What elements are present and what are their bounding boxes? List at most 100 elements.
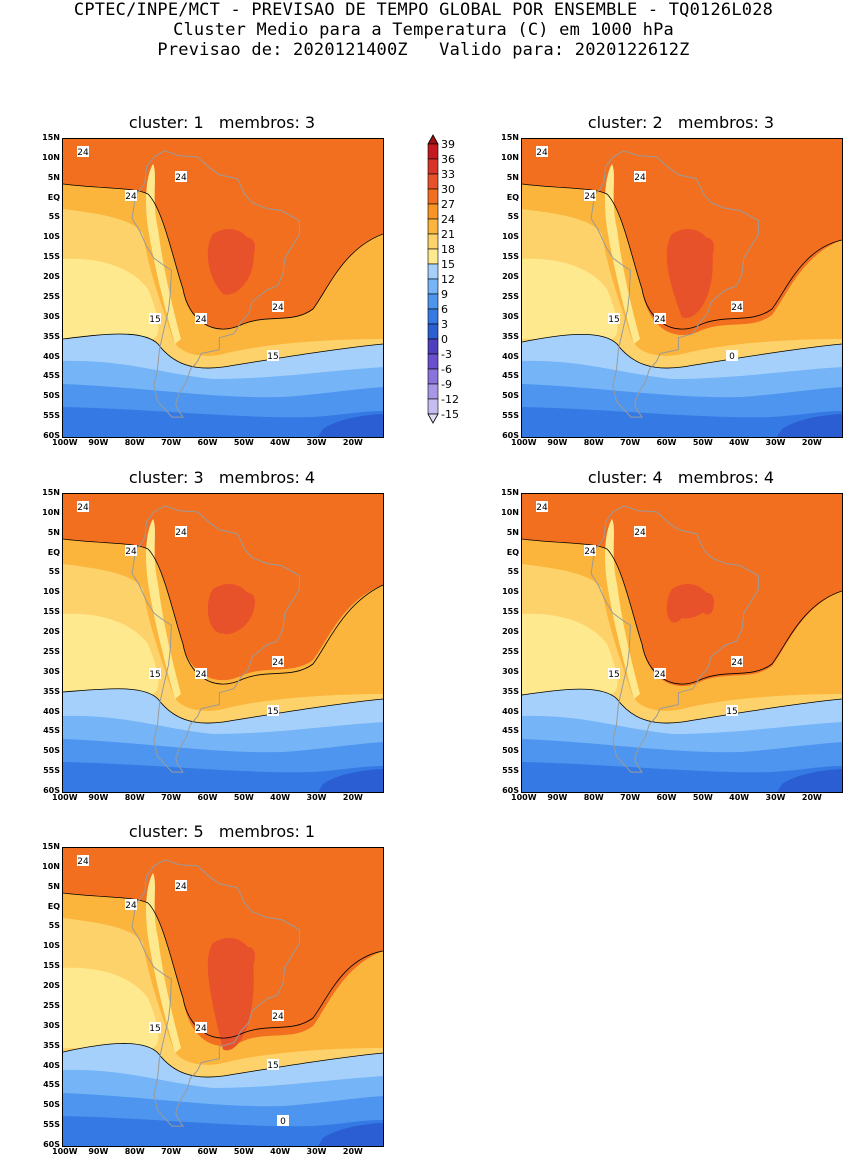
- contour-label: 24: [195, 315, 207, 325]
- contour-label-bg: [175, 171, 187, 182]
- lon-tick-label: 70W: [161, 1147, 182, 1156]
- lon-tick-label: 60W: [197, 1147, 218, 1156]
- contour-label: 24: [195, 670, 207, 680]
- lon-tick-label: 40W: [270, 1147, 291, 1156]
- colorbar-swatch: [427, 188, 439, 205]
- contour-label-bg: [634, 526, 646, 537]
- colorbar-swatch: [427, 353, 439, 370]
- colorbar-swatch: [427, 143, 439, 160]
- lon-tick-label: 50W: [692, 793, 713, 802]
- lat-tick-label: 50S: [502, 746, 519, 756]
- lon-tick-label: 100W: [511, 793, 537, 802]
- contour-label-bg: [584, 545, 596, 556]
- contour-label: 15: [267, 1061, 278, 1071]
- band-0-3: [777, 414, 842, 437]
- lat-tick-label: 15S: [43, 252, 60, 262]
- lat-tick-label: 10N: [501, 152, 519, 162]
- contour-label-bg: [272, 301, 284, 312]
- lat-tick-label: 20S: [43, 627, 60, 637]
- lat-tick-label: 40S: [502, 351, 519, 361]
- lat-tick-label: 15N: [42, 488, 60, 497]
- andes-strip: [605, 164, 640, 344]
- lon-tick-label: 20W: [801, 438, 822, 447]
- lat-tick-label: 40S: [43, 351, 60, 361]
- contour-label-bg: [654, 313, 666, 324]
- lon-tick-label: 80W: [124, 1147, 145, 1156]
- contour-label: 24: [175, 173, 187, 183]
- lat-tick-label: 55S: [43, 766, 60, 776]
- lat-tick-label: 30S: [502, 666, 519, 676]
- contour-label: 24: [536, 503, 548, 513]
- contour-label-bg: [195, 1022, 207, 1033]
- colorbar-arrow-top: [427, 134, 439, 145]
- band-27-30: [207, 938, 254, 1051]
- lat-tick-label: 60S: [502, 431, 519, 440]
- coastline: [131, 505, 300, 773]
- lat-tick-label: 45S: [43, 371, 60, 381]
- lon-tick-label: 100W: [52, 438, 78, 447]
- lon-tick-label: 100W: [52, 1147, 78, 1156]
- contour-label-bg: [77, 146, 89, 157]
- lat-tick-label: 50S: [43, 391, 60, 401]
- lon-tick-label: 60W: [656, 793, 677, 802]
- lon-tick-label: 100W: [511, 438, 537, 447]
- lat-tick-label: 40S: [502, 706, 519, 716]
- lat-tick-label: 5S: [48, 567, 60, 577]
- lat-tick-label: 15N: [501, 488, 519, 497]
- band-0-3: [318, 769, 383, 792]
- contour-label: 24: [175, 882, 187, 892]
- lat-tick-label: 35S: [43, 1040, 60, 1050]
- colorbar-arrow-bottom: [427, 413, 439, 424]
- lon-tick-label: 50W: [233, 1147, 254, 1156]
- colorbar-label: 18: [441, 243, 455, 256]
- contour-label: 24: [272, 303, 284, 313]
- lat-tick-label: 10S: [43, 941, 60, 951]
- band-0-3: [318, 1123, 383, 1146]
- colorbar-swatch: [427, 338, 439, 355]
- lat-tick-label: 55S: [502, 411, 519, 421]
- contour-label-bg: [195, 313, 207, 324]
- contour-label: 24: [536, 148, 548, 158]
- lat-tick-label: 45S: [502, 371, 519, 381]
- lat-tick-label: 25S: [43, 1000, 60, 1010]
- lat-tick-label: 45S: [43, 726, 60, 736]
- contour-label: 24: [654, 315, 666, 325]
- contour-label-bg: [267, 350, 279, 361]
- band-3-6: [63, 762, 383, 792]
- contour-label-bg: [731, 656, 743, 667]
- colorbar-label: -6: [441, 363, 452, 376]
- contour-label: 24: [634, 528, 646, 538]
- lon-tick-label: 90W: [88, 438, 109, 447]
- lat-tick-label: 60S: [43, 1140, 60, 1149]
- contour-label-bg: [608, 668, 620, 679]
- band-3-6: [522, 762, 842, 792]
- lon-tick-label: 90W: [547, 793, 568, 802]
- lat-tick-label: 35S: [502, 686, 519, 696]
- lat-tick-label: 60S: [43, 431, 60, 440]
- colorbar-label: -15: [441, 408, 459, 421]
- contour-label-bg: [149, 1022, 161, 1033]
- lat-tick-label: 25S: [43, 291, 60, 301]
- band-3-6: [522, 407, 842, 437]
- contour-label-bg: [584, 190, 596, 201]
- lat-tick-label: 5N: [506, 527, 519, 537]
- contour-label: 15: [267, 707, 278, 717]
- lat-tick-label: 50S: [43, 746, 60, 756]
- contour-label: 24: [125, 901, 137, 911]
- lon-tick-label: 50W: [233, 438, 254, 447]
- contour-15: [522, 688, 842, 724]
- contour-15: [63, 1043, 383, 1078]
- lon-tick-label: 40W: [270, 438, 291, 447]
- colorbar-swatch: [427, 278, 439, 295]
- colorbar-swatch: [427, 323, 439, 340]
- lat-tick-label: 60S: [43, 786, 60, 795]
- forecast-dates: Previsao de: 2020121400Z Valido para: 20…: [157, 40, 690, 60]
- lon-tick-label: 60W: [197, 793, 218, 802]
- contour-label-bg: [175, 526, 187, 537]
- band-0-3: [318, 414, 383, 437]
- contour-label-bg: [272, 1010, 284, 1021]
- contour-label: 15: [267, 352, 278, 362]
- lon-tick-label: 60W: [197, 438, 218, 447]
- andes-strip: [605, 519, 640, 699]
